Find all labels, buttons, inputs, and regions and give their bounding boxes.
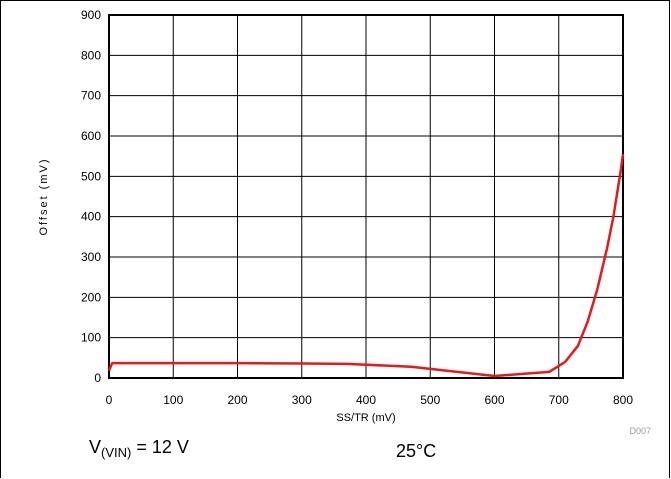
x-tick-label: 700 bbox=[549, 393, 569, 407]
x-tick-label: 600 bbox=[484, 393, 504, 407]
y-tick-label: 900 bbox=[81, 8, 101, 22]
x-tick-label: 200 bbox=[227, 393, 247, 407]
series-line bbox=[107, 153, 625, 378]
y-tick-label: 800 bbox=[81, 48, 101, 62]
x-tick-label: 300 bbox=[292, 393, 312, 407]
series-group bbox=[107, 153, 625, 378]
vin-condition: V(VIN) = 12 V bbox=[89, 437, 189, 460]
x-tick-labels: 0 100 200 300 400 500 600 700 800 bbox=[106, 393, 634, 407]
x-tick-label: 800 bbox=[613, 393, 633, 407]
vin-subscript: (VIN) bbox=[101, 445, 132, 460]
y-tick-label: 0 bbox=[94, 371, 101, 385]
grid-lines bbox=[108, 14, 624, 379]
x-tick-label: 100 bbox=[163, 393, 183, 407]
x-tick-label: 400 bbox=[356, 393, 376, 407]
figure-code: D007 bbox=[629, 426, 651, 436]
y-tick-label: 700 bbox=[81, 89, 101, 103]
y-tick-label: 600 bbox=[81, 129, 101, 143]
x-tick-label: 500 bbox=[420, 393, 440, 407]
y-tick-label: 100 bbox=[81, 331, 101, 345]
plot-area-border bbox=[108, 14, 624, 379]
x-tick-label: 0 bbox=[106, 393, 113, 407]
y-tick-labels: 0 100 200 300 400 500 600 700 800 900 bbox=[81, 8, 101, 385]
x-axis-title: SS/TR (mV) bbox=[336, 412, 395, 424]
vin-prefix: V bbox=[89, 437, 102, 457]
y-tick-label: 400 bbox=[81, 210, 101, 224]
y-tick-label: 200 bbox=[81, 290, 101, 304]
vin-value: = 12 V bbox=[131, 437, 189, 457]
y-tick-label: 300 bbox=[81, 250, 101, 264]
temperature-condition: 25°C bbox=[396, 441, 437, 461]
y-axis-title: Offset (mV) bbox=[38, 157, 50, 235]
y-tick-label: 500 bbox=[81, 169, 101, 183]
